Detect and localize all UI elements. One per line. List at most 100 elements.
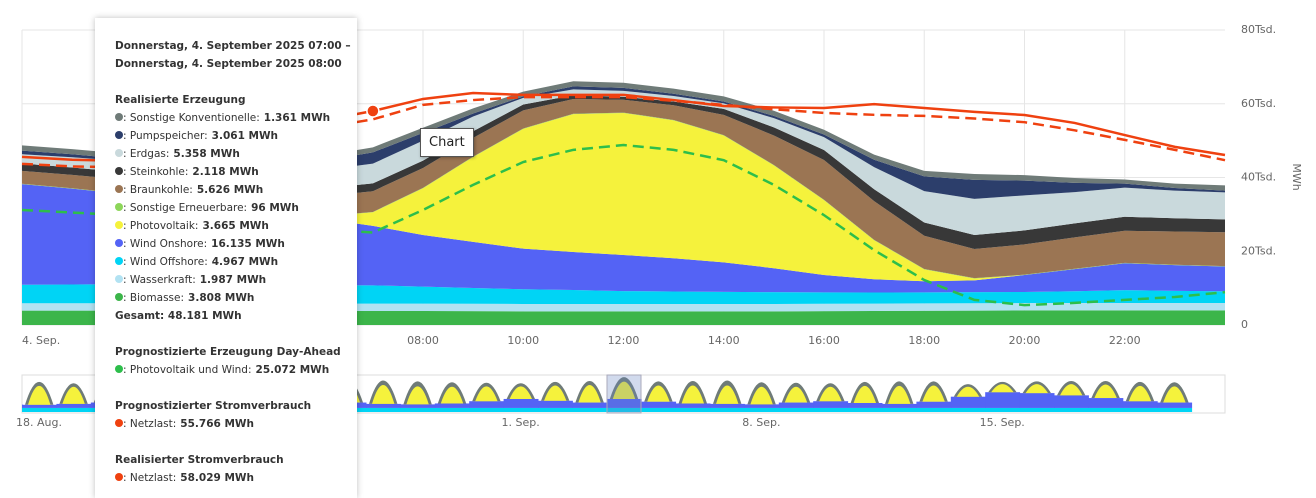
- navigator-bar: [813, 401, 849, 408]
- navigator-hump: [62, 386, 85, 404]
- stacked-area: [22, 89, 1225, 236]
- navigator-hump: [853, 385, 876, 403]
- tooltip-item-label: : Wind Offshore:: [123, 256, 208, 268]
- y-tick-label: 80Tsd.: [1241, 23, 1276, 36]
- x-tick-label: 22:00: [1109, 334, 1141, 347]
- hover-marker: [366, 104, 380, 118]
- navigator-hump: [406, 386, 429, 405]
- tooltip-item: : Wind Offshore: 4.967 MWh: [115, 253, 357, 271]
- navigator-bar: [434, 403, 470, 408]
- navigator-hump: [750, 386, 773, 405]
- tooltip-item: : Wind Onshore: 16.135 MWh: [115, 235, 357, 253]
- navigator-bar: [366, 407, 401, 412]
- spacer: [115, 379, 357, 397]
- navigator-hump: [544, 385, 567, 401]
- navigator-label: 15. Sep.: [980, 416, 1025, 429]
- navigator-bar: [641, 401, 677, 408]
- navigator-bar: [675, 407, 711, 412]
- tooltip-item-label: : Netzlast:: [123, 472, 177, 484]
- navigator-bar: [847, 407, 883, 412]
- navigator-bar: [503, 407, 539, 412]
- legend-dot: [115, 131, 123, 139]
- tooltip-item-label: : Pumpspeicher:: [123, 130, 208, 142]
- tooltip-item-value: 58.029 MWh: [180, 472, 254, 484]
- tooltip-item-value: 96 MWh: [251, 202, 299, 214]
- legend-dot: [115, 365, 123, 373]
- legend-dot: [115, 203, 123, 211]
- navigator-hump: [681, 385, 704, 404]
- navigator-bar: [22, 407, 23, 412]
- legend-dot: [115, 293, 123, 301]
- navigator-hump: [0, 382, 19, 405]
- navigator-bar: [22, 404, 23, 408]
- tooltip-item-value: 4.967 MWh: [211, 256, 279, 268]
- tooltip-item: : Braunkohle: 5.626 MWh: [115, 181, 357, 199]
- navigator-hump: [0, 386, 16, 404]
- navigator-window[interactable]: [606, 374, 642, 414]
- tooltip-item-value: 2.118 MWh: [192, 166, 259, 178]
- tooltip-item-label: : Erdgas:: [123, 148, 170, 160]
- navigator-bar: [606, 398, 642, 408]
- navigator-hump: [28, 385, 51, 405]
- navigator-bar: [985, 392, 1021, 408]
- navigator-bar: [1054, 395, 1089, 408]
- y-tick-label: 40Tsd.: [1241, 171, 1276, 184]
- tooltip-item: : Steinkohle: 2.118 MWh: [115, 163, 357, 181]
- x-tick-label: 08:00: [407, 334, 439, 347]
- navigator-bar: [641, 407, 677, 412]
- stacked-area: [22, 112, 1225, 282]
- legend-dot: [115, 239, 123, 247]
- spacer: [115, 325, 357, 343]
- tooltip-item-label: : Wind Onshore:: [123, 238, 208, 250]
- navigator-bar: [56, 403, 92, 408]
- hover-tooltip: Chart: [420, 128, 474, 157]
- tooltip-total: Gesamt: 48.181 MWh: [115, 310, 242, 322]
- navigator-bar: [572, 402, 608, 408]
- tooltip-item-value: 55.766 MWh: [180, 418, 254, 430]
- x-tick-label: 4. Sep.: [22, 334, 60, 347]
- tooltip-item-value: 25.072 MWh: [255, 364, 330, 376]
- navigator-hump: [991, 384, 1014, 393]
- tooltip-group-title: Realisierter Stromverbrauch: [115, 454, 284, 466]
- tooltip-item-value: 16.135 MWh: [211, 238, 285, 250]
- tooltip-item-label: : Biomasse:: [123, 292, 185, 304]
- navigator-bar: [744, 407, 780, 412]
- tooltip-item: : Biomasse: 3.808 MWh: [115, 289, 357, 307]
- legend-dot: [115, 473, 123, 481]
- navigator-bar: [882, 407, 917, 412]
- tooltip-item-label: : Braunkohle:: [123, 184, 193, 196]
- tooltip-item: : Sonstige Erneuerbare: 96 MWh: [115, 199, 357, 217]
- tooltip-item-value: 5.358 MWh: [173, 148, 240, 160]
- navigator-label: 1. Sep.: [501, 416, 539, 429]
- legend-dot: [115, 275, 123, 283]
- legend-dot: [115, 419, 123, 427]
- tooltip-item-label: : Sonstige Konventionelle:: [123, 112, 260, 124]
- navigator-bar: [434, 407, 470, 412]
- navigator-hump: [1128, 385, 1152, 402]
- tooltip-item-label: : Sonstige Erneuerbare:: [123, 202, 248, 214]
- tooltip-group-title: Prognostizierte Erzeugung Day-Ahead: [115, 346, 341, 358]
- navigator-hump: [372, 385, 395, 404]
- stacked-area: [22, 81, 1225, 191]
- legend-dot: [115, 167, 123, 175]
- legend-dot: [115, 257, 123, 265]
- navigator-hump: [612, 381, 636, 399]
- tooltip-item: : Photovoltaik: 3.665 MWh: [115, 217, 357, 235]
- navigator-bar: [572, 407, 608, 412]
- legend-dot: [115, 221, 123, 229]
- tooltip-item-value: 1.361 MWh: [263, 112, 331, 124]
- navigator-bar: [469, 407, 505, 412]
- tooltip-item-label: : Wasserkraft:: [123, 274, 196, 286]
- navigator-bar: [1088, 407, 1124, 412]
- navigator-bar: [675, 403, 711, 408]
- legend-dot: [115, 113, 123, 121]
- stacked-area: [22, 98, 1225, 279]
- navigator-bar: [778, 407, 814, 412]
- page: 0 20Tsd. 40Tsd. 60Tsd. 80Tsd. 4. Sep. 08:00 10:…: [0, 23, 1303, 484]
- navigator-bar: [503, 398, 539, 408]
- navigator-hump: [509, 386, 532, 399]
- x-tick-label: 12:00: [608, 334, 640, 347]
- navigator-bar: [847, 403, 883, 408]
- navigator-hump: [647, 385, 670, 402]
- navigator-bar: [1088, 398, 1124, 408]
